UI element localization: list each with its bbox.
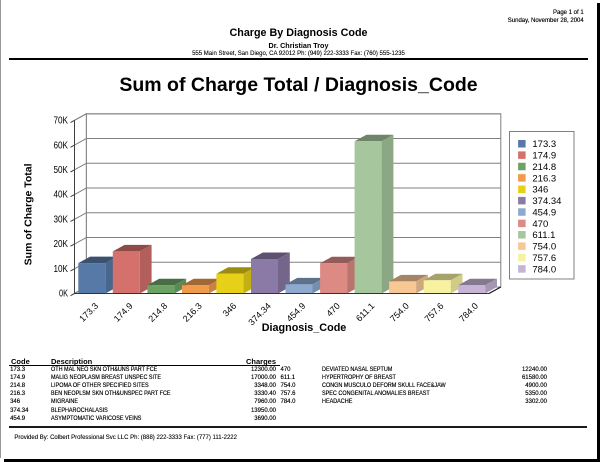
svg-text:757.6: 757.6 [532,253,556,264]
svg-text:754.0: 754.0 [388,301,411,324]
svg-text:784.0: 784.0 [457,301,480,324]
svg-text:784.0: 784.0 [532,264,556,275]
svg-text:346: 346 [221,301,239,319]
svg-text:754.0: 754.0 [532,242,556,253]
svg-text:174.9: 174.9 [112,301,135,324]
svg-text:20K: 20K [54,239,69,250]
svg-text:10K: 10K [54,264,69,275]
svg-text:30K: 30K [54,214,69,225]
svg-text:216.3: 216.3 [532,173,556,184]
svg-text:70K: 70K [54,116,69,127]
svg-text:173.3: 173.3 [77,301,100,324]
svg-text:214.8: 214.8 [146,301,169,324]
svg-text:Diagnosis_Code: Diagnosis_Code [262,322,347,334]
svg-text:470: 470 [324,301,342,319]
svg-text:757.6: 757.6 [423,301,446,324]
svg-text:454.9: 454.9 [532,207,556,218]
svg-text:611.1: 611.1 [354,301,377,324]
svg-text:40K: 40K [54,190,69,201]
svg-text:60K: 60K [54,140,69,151]
svg-text:611.1: 611.1 [532,230,555,241]
svg-text:50K: 50K [54,165,69,176]
svg-text:470: 470 [532,219,548,230]
svg-text:454.9: 454.9 [284,301,307,324]
svg-text:173.3: 173.3 [532,139,556,150]
svg-text:0K: 0K [59,289,68,300]
svg-text:174.9: 174.9 [532,151,556,162]
svg-text:346: 346 [532,185,548,196]
svg-text:374.34: 374.34 [532,196,561,207]
svg-text:Sum of Charge Total: Sum of Charge Total [23,163,35,265]
svg-text:214.8: 214.8 [532,162,556,173]
svg-text:216.3: 216.3 [181,301,204,324]
